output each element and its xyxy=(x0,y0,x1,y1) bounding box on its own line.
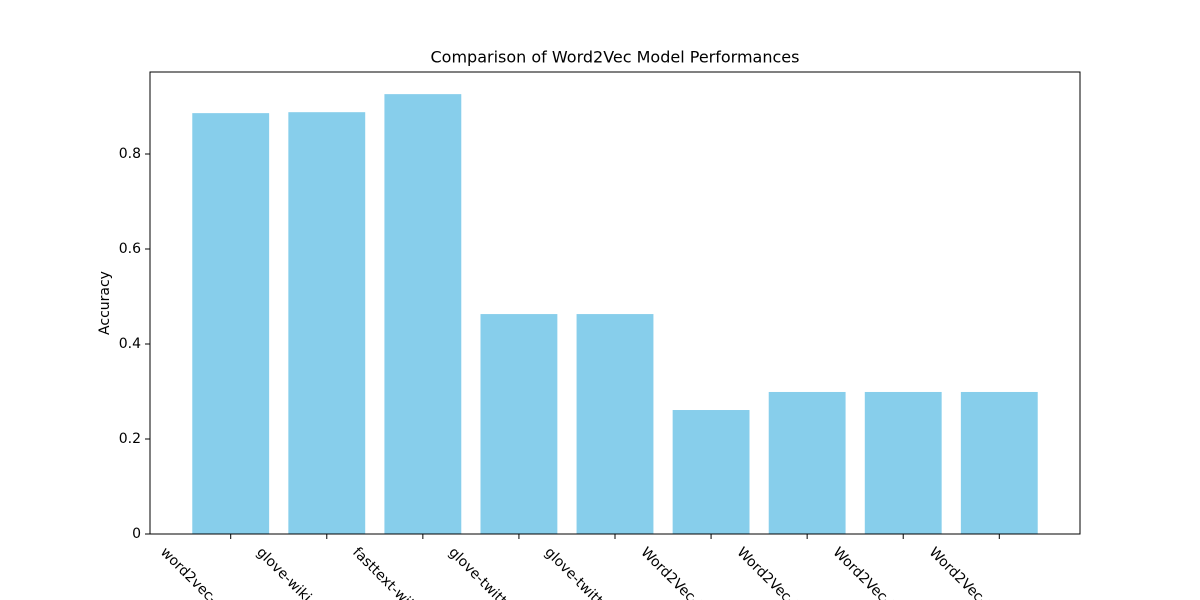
y-axis-label: Accuracy xyxy=(97,271,113,335)
y-tick-label: 0.8 xyxy=(119,146,141,162)
chart-title: Comparison of Word2Vec Model Performance… xyxy=(431,48,800,67)
x-tick-label: glove-twitt xyxy=(445,544,510,600)
x-tick-label: Word2Vec-1 xyxy=(926,544,996,600)
bar xyxy=(672,410,750,534)
x-tick-label: fasttext-wiki xyxy=(349,544,421,600)
x-tick-label: Word2Vec-1 xyxy=(637,544,707,600)
y-tick-label: 0.2 xyxy=(119,431,141,447)
bar xyxy=(192,113,270,534)
bar xyxy=(384,94,462,535)
bar xyxy=(576,314,654,534)
x-tick-label: word2vec-g xyxy=(157,544,226,600)
plot-frame xyxy=(149,71,1081,535)
bar xyxy=(960,391,1038,534)
bar xyxy=(768,391,846,534)
x-tick-label: glove-wiki- xyxy=(253,544,318,600)
x-tick-label: glove-twitt xyxy=(541,544,606,600)
x-tick-label: Word2Vec-1 xyxy=(830,544,900,600)
bar xyxy=(288,112,366,534)
y-tick-label: 0 xyxy=(132,526,141,542)
y-tick-label: 0.6 xyxy=(119,241,141,257)
bar xyxy=(480,314,558,534)
y-tick-label: 0.4 xyxy=(119,336,141,352)
bar xyxy=(864,391,942,534)
x-tick-label: Word2Vec-1 xyxy=(733,544,803,600)
